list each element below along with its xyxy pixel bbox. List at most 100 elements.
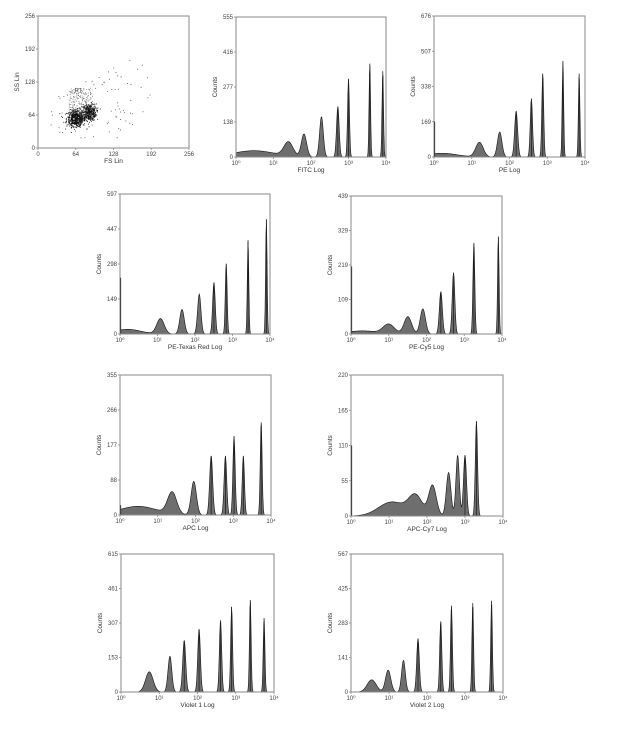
x-tick-label: 10⁴ xyxy=(498,695,508,702)
y-tick-label: 109 xyxy=(338,298,349,304)
y-axis-title: Counts xyxy=(212,76,219,97)
y-tick-label: 177 xyxy=(107,443,118,449)
y-axis-title: Counts xyxy=(327,254,334,275)
plot-frame xyxy=(37,15,190,149)
svg-text:192: 192 xyxy=(146,152,157,158)
x-tick-label: 10⁰ xyxy=(346,519,356,526)
y-tick-label: 507 xyxy=(421,49,432,55)
plot-frame xyxy=(350,374,504,517)
y-tick-label: 138 xyxy=(223,120,234,126)
x-tick-label: 10² xyxy=(193,696,202,702)
plot-frame xyxy=(235,16,387,158)
chart-hist-fitc: 10⁰ 10¹ 10² 10³ 10⁴ 0 138 277 416 555 FITC Log Coun… xyxy=(206,11,394,179)
x-tick-label: 10⁴ xyxy=(497,337,507,344)
y-tick-label: 256 xyxy=(25,14,36,20)
x-tick-label: 10¹ xyxy=(269,161,278,167)
x-tick-label: 10⁰ xyxy=(116,695,126,702)
y-axis-title: Counts xyxy=(96,434,103,455)
histogram-area xyxy=(119,424,271,516)
region-label: R1 xyxy=(75,88,83,94)
x-tick-label: 10² xyxy=(307,161,316,167)
x-tick-label: 10² xyxy=(423,696,432,702)
y-tick-label: 165 xyxy=(338,408,349,414)
x-axis-title: Violet 1 Log xyxy=(180,702,215,709)
y-tick-label: 355 xyxy=(107,373,118,379)
histogram-area xyxy=(235,65,387,158)
chart-hist-pe-cy5: 10⁰ 10¹ 10² 10³ 10⁴ 0 109 219 329 439 PE-Cy5 Log Co… xyxy=(321,190,510,356)
y-tick-label: 555 xyxy=(223,15,234,21)
plot-frame xyxy=(350,195,503,335)
x-tick-label: 10⁰ xyxy=(429,160,439,167)
y-axis-title: Counts xyxy=(327,612,334,633)
x-axis-title: FITC Log xyxy=(297,167,324,174)
chart-hist-pe: 10⁰ 10¹ 10² 10³ 10⁴ 0 169 338 507 676 PE Log Counts xyxy=(404,10,593,179)
x-tick-label: 10³ xyxy=(229,519,238,525)
y-tick-label: 0 xyxy=(114,513,118,519)
y-tick-label: 0 xyxy=(345,514,349,520)
y-tick-label: 110 xyxy=(338,444,348,450)
plot-frame xyxy=(350,553,504,693)
histogram-area xyxy=(119,220,271,335)
y-tick-label: 141 xyxy=(338,656,349,662)
x-tick-label: 10¹ xyxy=(467,161,476,167)
x-tick-label: 10⁴ xyxy=(381,160,391,167)
y-tick-label: 88 xyxy=(110,478,117,484)
y-tick-label: 0 xyxy=(114,332,118,338)
y-tick-label: 307 xyxy=(108,621,119,627)
y-tick-label: 128 xyxy=(25,80,36,86)
x-tick-label: 10³ xyxy=(461,520,470,526)
histogram-area xyxy=(351,604,503,693)
x-tick-label: 10¹ xyxy=(155,696,164,702)
scatter-points xyxy=(50,59,151,139)
x-tick-label: 10⁰ xyxy=(115,337,125,344)
y-tick-label: 219 xyxy=(338,263,349,269)
x-tick-label: 10² xyxy=(191,519,200,525)
svg-text:256: 256 xyxy=(184,152,195,158)
y-tick-label: 329 xyxy=(338,229,349,235)
histogram-area xyxy=(350,237,503,335)
svg-text:128: 128 xyxy=(108,152,119,158)
x-tick-label: 10³ xyxy=(543,161,552,167)
y-tick-label: 439 xyxy=(338,194,349,200)
x-tick-label: 10¹ xyxy=(385,520,394,526)
x-tick-label: 10² xyxy=(191,338,200,344)
histogram-area xyxy=(121,601,274,693)
x-tick-label: 10³ xyxy=(460,338,469,344)
y-tick-label: 0 xyxy=(345,332,349,338)
x-axis-title: PE-Cy5 Log xyxy=(409,344,444,351)
x-axis-title: APC Log xyxy=(182,525,208,532)
x-tick-label: 10² xyxy=(422,338,431,344)
y-tick-label: 55 xyxy=(341,479,348,485)
y-axis-title: Counts xyxy=(410,75,417,96)
x-tick-label: 10⁴ xyxy=(265,337,275,344)
y-tick-label: 0 xyxy=(115,690,119,696)
y-tick-label: 461 xyxy=(108,587,119,593)
x-tick-label: 10⁴ xyxy=(580,160,590,167)
x-axis-title: PE Log xyxy=(499,167,521,174)
x-tick-label: 10² xyxy=(423,520,432,526)
x-tick-label: 10¹ xyxy=(153,519,162,525)
x-tick-label: 10² xyxy=(505,161,514,167)
y-tick-label: 447 xyxy=(107,227,118,233)
y-tick-label: 425 xyxy=(338,587,349,593)
y-tick-label: 277 xyxy=(223,85,234,91)
x-tick-label: 10⁴ xyxy=(266,518,276,525)
y-tick-label: 0 xyxy=(345,690,349,696)
y-tick-label: 266 xyxy=(107,408,118,414)
x-tick-label: 10¹ xyxy=(384,338,393,344)
y-tick-label: 192 xyxy=(25,47,36,53)
histogram-area xyxy=(433,62,585,158)
x-axis-title: APC-Cy7 Log xyxy=(407,526,447,533)
x-tick-label: 10³ xyxy=(228,338,237,344)
x-tick-label: 10³ xyxy=(231,696,240,702)
y-tick-label: 149 xyxy=(107,297,118,303)
y-tick-label: 597 xyxy=(107,192,118,198)
chart-hist-apc-cy7: 10⁰ 10¹ 10² 10³ 10⁴ 0 55 110 165 220 APC-Cy7 Log Co… xyxy=(321,369,511,538)
x-axis-title: PE-Texas Red Log xyxy=(168,344,223,351)
chart-hist-pe-texas-red: 10⁰ 10¹ 10² 10³ 10⁴ 0 149 298 447 597 PE-Texas Red… xyxy=(90,188,278,356)
y-axis-title: Counts xyxy=(327,434,334,455)
y-tick-label: 298 xyxy=(107,262,118,268)
svg-text:0: 0 xyxy=(36,152,40,158)
y-tick-label: 64 xyxy=(28,113,35,119)
y-tick-label: 615 xyxy=(108,552,119,558)
